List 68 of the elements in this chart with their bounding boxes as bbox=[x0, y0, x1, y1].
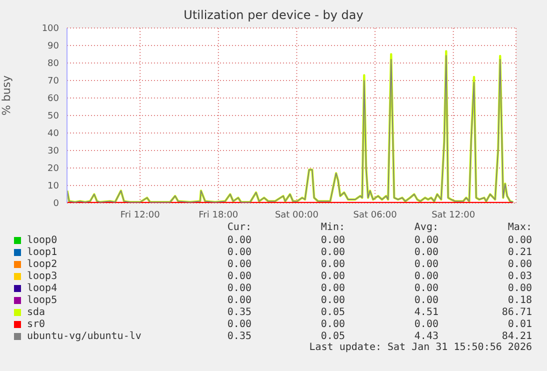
legend-label: ubuntu-vg/ubuntu-lv bbox=[27, 330, 142, 342]
text: 0.00 bbox=[506, 234, 532, 246]
text: 0.00 bbox=[320, 234, 345, 246]
text: 0.00 bbox=[413, 294, 438, 306]
y-tick-label: 90 bbox=[48, 42, 60, 52]
y-tick-label: 0 bbox=[53, 199, 60, 210]
text: 0.05 bbox=[320, 306, 345, 318]
text: Last update: Sat Jan 31 15:50:56 2026 bbox=[308, 342, 532, 354]
text: Min: bbox=[320, 222, 345, 234]
x-tick-label: Sat 06:00 bbox=[353, 210, 398, 220]
text: 4.51 bbox=[413, 306, 438, 318]
legend-label: loop0 bbox=[27, 234, 58, 246]
text: 0.00 bbox=[320, 258, 345, 270]
text: 0.00 bbox=[226, 270, 252, 282]
text: 0.00 bbox=[320, 282, 345, 294]
text: 0.03 bbox=[506, 270, 532, 282]
text: 0.00 bbox=[506, 282, 532, 294]
x-tick-label: Sat 00:00 bbox=[274, 210, 319, 220]
text: 0.00 bbox=[320, 270, 345, 282]
chart-title: Utilization per device - by day bbox=[182, 8, 364, 22]
y-tick-label: 20 bbox=[48, 164, 60, 174]
text: Max: bbox=[506, 222, 532, 234]
text: 0.00 bbox=[413, 318, 438, 330]
y-axis-title: % busy bbox=[0, 74, 13, 116]
y-tick-label: 70 bbox=[48, 76, 60, 87]
legend-label: loop4 bbox=[27, 282, 58, 294]
legend-label: sr0 bbox=[27, 318, 46, 330]
text: 0.00 bbox=[413, 258, 438, 270]
y-tick-label: 30 bbox=[48, 146, 60, 157]
y-tick-label: 10 bbox=[48, 182, 60, 192]
text: 86.71 bbox=[500, 306, 532, 318]
legend-label: loop1 bbox=[27, 246, 58, 258]
text: 0.00 bbox=[226, 258, 252, 270]
legend-label: loop5 bbox=[27, 294, 58, 306]
text: 0.05 bbox=[320, 330, 345, 342]
text: 0.35 bbox=[226, 306, 252, 318]
text: 0.00 bbox=[226, 234, 252, 246]
x-tick-label: Sat 12:00 bbox=[432, 210, 476, 220]
y-tick-label: 40 bbox=[48, 129, 60, 140]
text: 0.21 bbox=[506, 246, 532, 258]
text: 0.00 bbox=[413, 246, 438, 258]
text: 4.43 bbox=[413, 330, 438, 342]
text: 0.00 bbox=[226, 318, 252, 330]
x-tick-label: Fri 18:00 bbox=[198, 210, 238, 220]
legend-label: sda bbox=[27, 306, 46, 318]
y-tick-label: 80 bbox=[48, 59, 60, 70]
legend-label: loop2 bbox=[27, 258, 58, 270]
text: 0.35 bbox=[226, 330, 252, 342]
y-tick-label: 60 bbox=[48, 94, 60, 104]
legend-label: loop3 bbox=[27, 270, 58, 282]
text: 0.00 bbox=[320, 246, 345, 258]
x-tick-label: Fri 12:00 bbox=[120, 210, 160, 220]
text: 0.00 bbox=[506, 258, 532, 270]
text: 0.00 bbox=[413, 270, 438, 282]
text: 0.00 bbox=[413, 234, 438, 246]
text: 0.00 bbox=[320, 318, 345, 330]
text: 0.18 bbox=[506, 294, 532, 306]
text: Cur: bbox=[226, 222, 252, 234]
text: 0.00 bbox=[413, 282, 438, 294]
text: 0.00 bbox=[226, 282, 252, 294]
text: 0.00 bbox=[226, 246, 252, 258]
text: 0.01 bbox=[506, 318, 532, 330]
text: 0.00 bbox=[320, 294, 345, 306]
y-tick-label: 50 bbox=[48, 112, 60, 122]
text: 0.00 bbox=[226, 294, 252, 306]
y-tick-label: 100 bbox=[42, 24, 60, 34]
text: 84.21 bbox=[500, 330, 532, 342]
text: Avg: bbox=[413, 222, 438, 234]
